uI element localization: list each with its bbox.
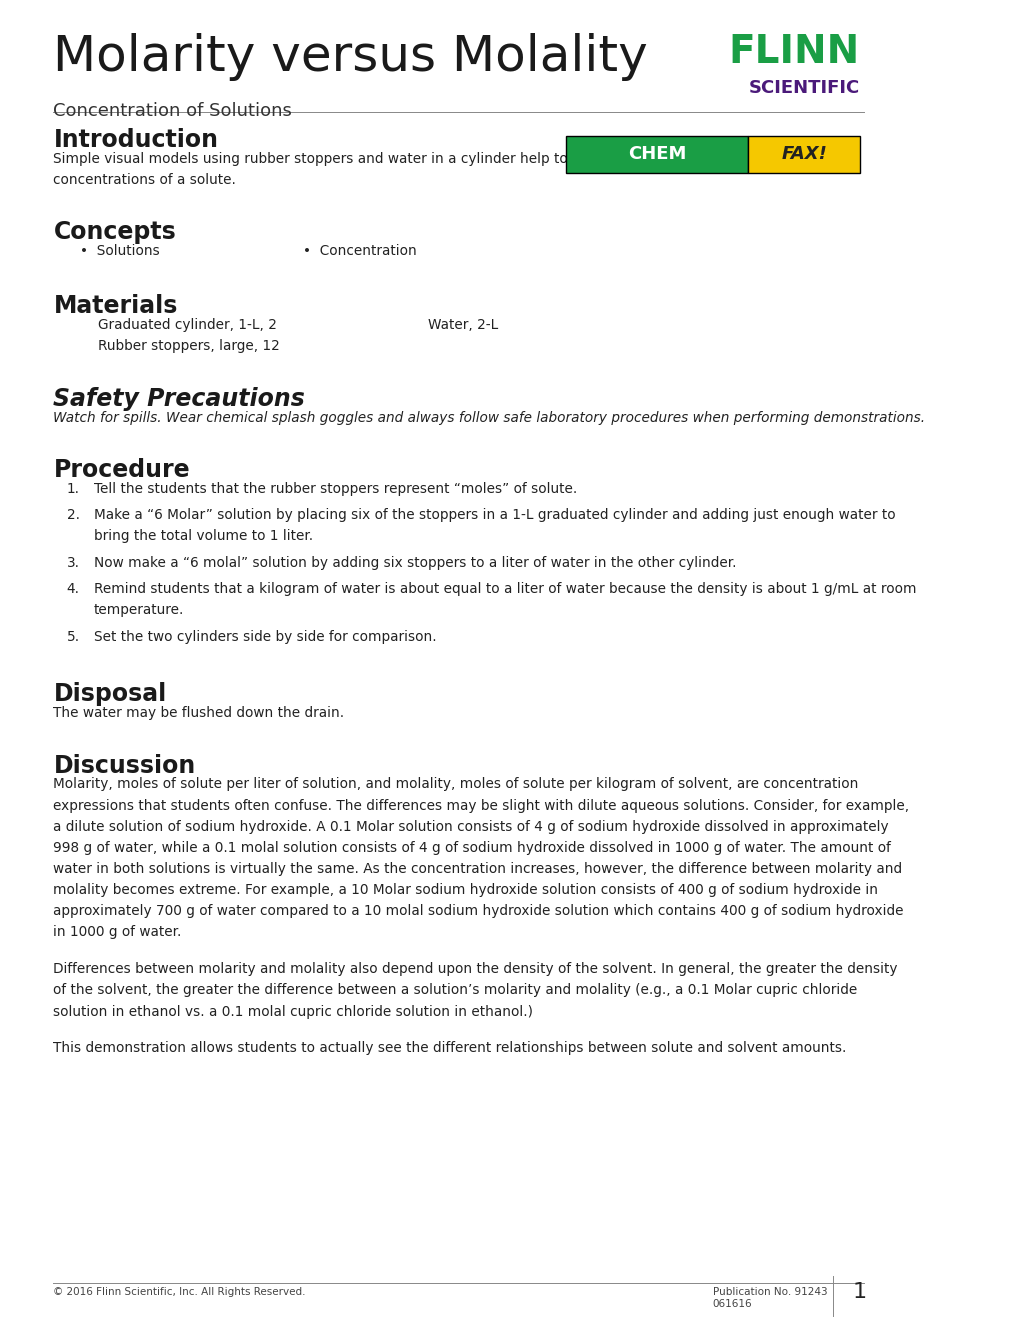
Text: 998 g of water, while a 0.1 molal solution consists of 4 g of sodium hydroxide d: 998 g of water, while a 0.1 molal soluti…	[53, 841, 891, 855]
Text: Procedure: Procedure	[53, 458, 190, 482]
Text: Make a “6 Molar” solution by placing six of the stoppers in a 1-L graduated cyli: Make a “6 Molar” solution by placing six…	[94, 508, 895, 523]
Text: expressions that students often confuse. The differences may be slight with dilu: expressions that students often confuse.…	[53, 799, 909, 813]
Text: Disposal: Disposal	[53, 682, 166, 706]
Text: © 2016 Flinn Scientific, Inc. All Rights Reserved.: © 2016 Flinn Scientific, Inc. All Rights…	[53, 1287, 306, 1298]
Text: concentrations of a solute.: concentrations of a solute.	[53, 173, 236, 187]
Text: Water, 2-L: Water, 2-L	[427, 318, 497, 333]
Text: FAX!: FAX!	[781, 145, 826, 164]
Text: Discussion: Discussion	[53, 754, 196, 777]
Text: Molarity versus Molality: Molarity versus Molality	[53, 33, 647, 81]
Text: •  Solutions: • Solutions	[81, 244, 160, 259]
Text: Molarity, moles of solute per liter of solution, and molality, moles of solute p: Molarity, moles of solute per liter of s…	[53, 777, 858, 792]
Text: Remind students that a kilogram of water is about equal to a liter of water beca: Remind students that a kilogram of water…	[94, 582, 915, 597]
Text: 5.: 5.	[67, 630, 79, 644]
Text: a dilute solution of sodium hydroxide. A 0.1 Molar solution consists of 4 g of s: a dilute solution of sodium hydroxide. A…	[53, 820, 889, 834]
Text: bring the total volume to 1 liter.: bring the total volume to 1 liter.	[94, 529, 313, 544]
Text: Watch for spills. Wear chemical splash goggles and always follow safe laboratory: Watch for spills. Wear chemical splash g…	[53, 411, 924, 425]
FancyBboxPatch shape	[566, 136, 748, 173]
Text: temperature.: temperature.	[94, 603, 183, 618]
Text: Tell the students that the rubber stoppers represent “moles” of solute.: Tell the students that the rubber stoppe…	[94, 482, 576, 496]
Text: SCIENTIFIC: SCIENTIFIC	[748, 79, 859, 98]
Text: Rubber stoppers, large, 12: Rubber stoppers, large, 12	[98, 339, 279, 354]
Text: Safety Precautions: Safety Precautions	[53, 387, 305, 411]
Text: Set the two cylinders side by side for comparison.: Set the two cylinders side by side for c…	[94, 630, 436, 644]
Text: The water may be flushed down the drain.: The water may be flushed down the drain.	[53, 706, 344, 721]
Text: Differences between molarity and molality also depend upon the density of the so: Differences between molarity and molalit…	[53, 962, 897, 977]
Text: of the solvent, the greater the difference between a solution’s molarity and mol: of the solvent, the greater the differen…	[53, 983, 857, 998]
Text: 2.: 2.	[67, 508, 79, 523]
Text: Materials: Materials	[53, 294, 177, 318]
Text: 1.: 1.	[67, 482, 79, 496]
Text: molality becomes extreme. For example, a 10 Molar sodium hydroxide solution cons: molality becomes extreme. For example, a…	[53, 883, 877, 898]
Text: Concentration of Solutions: Concentration of Solutions	[53, 102, 292, 120]
Text: FLINN: FLINN	[728, 33, 859, 71]
Text: 4.: 4.	[67, 582, 79, 597]
Text: water in both solutions is virtually the same. As the concentration increases, h: water in both solutions is virtually the…	[53, 862, 902, 876]
Text: 1: 1	[852, 1282, 866, 1303]
Text: in 1000 g of water.: in 1000 g of water.	[53, 925, 181, 940]
Text: Concepts: Concepts	[53, 220, 176, 244]
Text: •  Concentration: • Concentration	[303, 244, 417, 259]
Text: Simple visual models using rubber stoppers and water in a cylinder help to disti: Simple visual models using rubber stoppe…	[53, 152, 826, 166]
Text: This demonstration allows students to actually see the different relationships b: This demonstration allows students to ac…	[53, 1041, 846, 1056]
FancyBboxPatch shape	[748, 136, 859, 173]
Text: approximately 700 g of water compared to a 10 molal sodium hydroxide solution wh: approximately 700 g of water compared to…	[53, 904, 903, 919]
Text: CHEM: CHEM	[628, 145, 686, 164]
Text: Now make a “6 molal” solution by adding six stoppers to a liter of water in the : Now make a “6 molal” solution by adding …	[94, 556, 736, 570]
Text: Publication No. 91243: Publication No. 91243	[712, 1287, 826, 1298]
Text: solution in ethanol vs. a 0.1 molal cupric chloride solution in ethanol.): solution in ethanol vs. a 0.1 molal cupr…	[53, 1005, 533, 1019]
Text: Graduated cylinder, 1-L, 2: Graduated cylinder, 1-L, 2	[98, 318, 276, 333]
Text: Introduction: Introduction	[53, 128, 218, 152]
Text: 3.: 3.	[67, 556, 79, 570]
Text: 061616: 061616	[712, 1299, 752, 1309]
